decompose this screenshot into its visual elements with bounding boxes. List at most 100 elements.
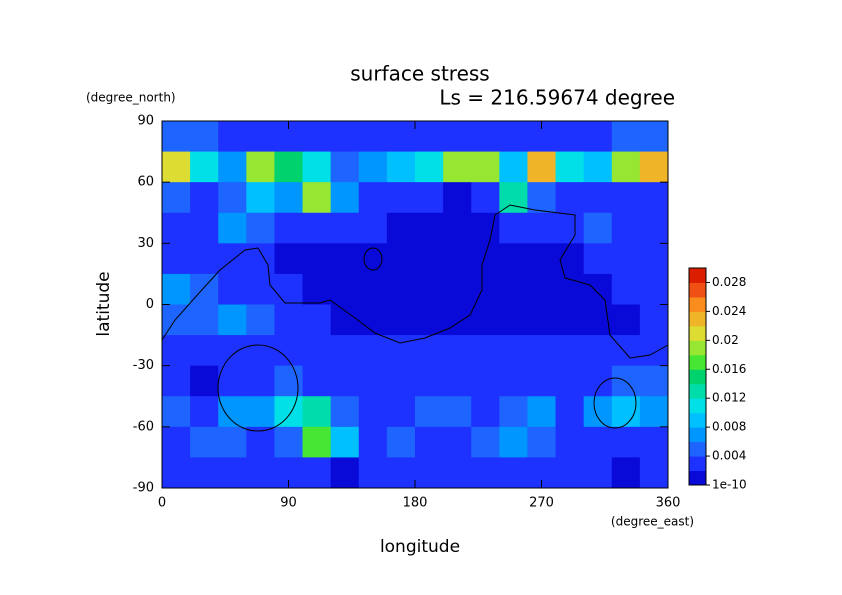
contour-cell <box>499 273 528 305</box>
contour-cell <box>415 457 444 489</box>
contour-cell <box>415 396 444 428</box>
contour-cell <box>162 335 191 367</box>
colorbar-band <box>689 311 706 327</box>
y-tick-label: -60 <box>133 419 154 434</box>
contour-cell <box>246 396 275 428</box>
contour-cell <box>162 151 191 183</box>
contour-cell <box>358 212 388 244</box>
contour-cell <box>583 121 613 153</box>
contour-cell <box>639 243 669 275</box>
contour-cell <box>302 212 332 244</box>
colorbar-tick-label: 0.02 <box>712 333 739 347</box>
contour-cell <box>386 151 416 183</box>
contour-cell <box>274 243 304 275</box>
contour-cell <box>162 365 191 397</box>
contour-cell <box>583 182 613 214</box>
contour-cell <box>471 396 500 428</box>
contour-cell <box>639 365 669 397</box>
contour-cell <box>190 365 219 397</box>
colorbar-tick-label: 0.024 <box>712 304 746 318</box>
contour-cell <box>639 426 669 458</box>
colorbar-band <box>689 268 706 283</box>
contour-cell <box>218 426 247 458</box>
contour-cell <box>527 182 557 214</box>
contour-cell <box>415 426 444 458</box>
contour-cell <box>499 304 528 336</box>
contour-cell <box>471 457 500 489</box>
colorbar-band <box>689 369 706 385</box>
contour-cell <box>162 121 191 153</box>
contour-cell <box>639 182 669 214</box>
contour-cell <box>386 426 416 458</box>
colorbar-band <box>689 325 706 341</box>
y-units: (degree_north) <box>86 91 176 105</box>
contour-cell <box>162 243 191 275</box>
contour-cell <box>443 365 472 397</box>
contour-cell <box>246 243 275 275</box>
contour-cell <box>330 457 360 489</box>
contour-cell <box>583 365 613 397</box>
contour-cell <box>555 426 585 458</box>
contour-cell <box>302 335 332 367</box>
contour-cell <box>611 243 641 275</box>
contour-cell <box>471 151 500 183</box>
y-tick-label: 0 <box>146 297 154 312</box>
contour-cell <box>386 121 416 153</box>
contour-cell <box>274 182 304 214</box>
colorbar-tick-label: 0.008 <box>712 420 746 434</box>
contour-cell <box>555 335 585 367</box>
contour-cell <box>611 212 641 244</box>
contour-cell <box>386 335 416 367</box>
contour-cell <box>471 121 500 153</box>
contour-cell <box>330 304 360 336</box>
contour-cell <box>583 243 613 275</box>
contour-cell <box>386 243 416 275</box>
y-tick-label: -90 <box>133 481 154 496</box>
contour-cell <box>302 457 332 489</box>
contour-cell <box>218 335 247 367</box>
colorbar-band <box>689 383 706 399</box>
contour-cell <box>358 121 388 153</box>
contour-cell <box>583 426 613 458</box>
x-axis-label: longitude <box>380 537 460 557</box>
contour-cell <box>246 426 275 458</box>
coastlines <box>161 204 669 432</box>
contour-cell <box>218 396 247 428</box>
contour-cell <box>555 457 585 489</box>
contour-cell <box>274 365 304 397</box>
contour-cell <box>330 212 360 244</box>
contour-cell <box>471 182 500 214</box>
contour-cell <box>190 121 219 153</box>
contour-cell <box>443 335 472 367</box>
contour-cell <box>499 457 528 489</box>
contour-cell <box>246 304 275 336</box>
contour-cell <box>415 365 444 397</box>
contour-cell <box>358 457 388 489</box>
contour-cell <box>471 335 500 367</box>
contour-cell <box>302 396 332 428</box>
contour-cell <box>611 304 641 336</box>
contour-cell <box>330 426 360 458</box>
x-tick-label: 360 <box>656 496 681 511</box>
contour-cell <box>162 426 191 458</box>
contour-cell <box>162 304 191 336</box>
contour-cell <box>190 426 219 458</box>
contour-cell <box>190 457 219 489</box>
contour-cell <box>246 121 275 153</box>
contour-cell <box>218 121 247 153</box>
contour-cell <box>639 457 669 489</box>
contour-cell <box>386 304 416 336</box>
colorbar-tick-label: 0.016 <box>712 362 746 376</box>
colorbar-band <box>689 398 706 414</box>
contour-cell <box>218 212 247 244</box>
contour-cell <box>302 365 332 397</box>
contour-cell <box>415 151 444 183</box>
contour-cell <box>443 151 472 183</box>
contour-cell <box>527 273 557 305</box>
contour-cell <box>358 273 388 305</box>
contour-cell <box>302 151 332 183</box>
contour-cell <box>246 273 275 305</box>
contour-cell <box>274 304 304 336</box>
contour-cell <box>415 243 444 275</box>
